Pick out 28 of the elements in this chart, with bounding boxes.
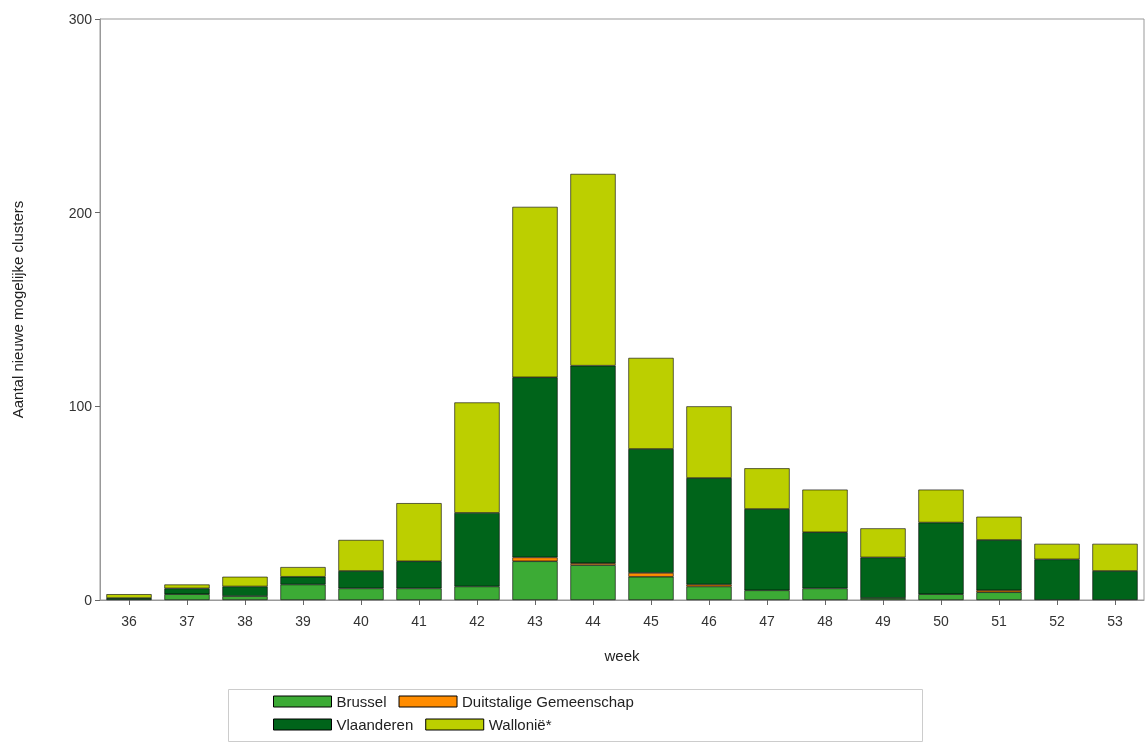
y-tick-label: 200 [68,204,93,221]
x-tick-label: 37 [179,613,195,629]
x-tick-label: 44 [585,613,601,629]
x-tick-label: 48 [817,613,833,629]
legend-label: Vlaanderen [336,716,414,733]
y-tick-label: 300 [68,11,93,27]
x-tick-label: 45 [643,613,659,629]
x-tick-label: 47 [759,613,775,629]
x-tick-label: 40 [353,613,369,629]
x-tick-label: 36 [121,613,137,629]
x-tick-label: 43 [527,613,543,629]
x-tick-label: 51 [991,613,1007,629]
y-tick-label: 100 [68,398,93,415]
legend-label: Duitstalige Gemeenschap [462,693,634,710]
x-tick-label: 39 [295,613,311,629]
y-tick-label: 0 [84,592,93,608]
y-axis-title: Aantal nieuwe mogelijke clusters [9,200,26,419]
x-tick-label: 46 [701,613,717,629]
x-tick-label: 53 [1107,613,1123,629]
x-tick-label: 38 [237,613,253,629]
x-tick-label: 49 [875,613,891,629]
legend-label: Brussel [336,693,387,710]
x-tick-label: 52 [1049,613,1065,629]
x-tick-label: 42 [469,613,485,629]
x-axis-title: week [603,647,640,664]
x-tick-label: 41 [411,613,427,629]
x-tick-label: 50 [933,613,949,629]
legend-label: Wallonië* [488,716,552,733]
